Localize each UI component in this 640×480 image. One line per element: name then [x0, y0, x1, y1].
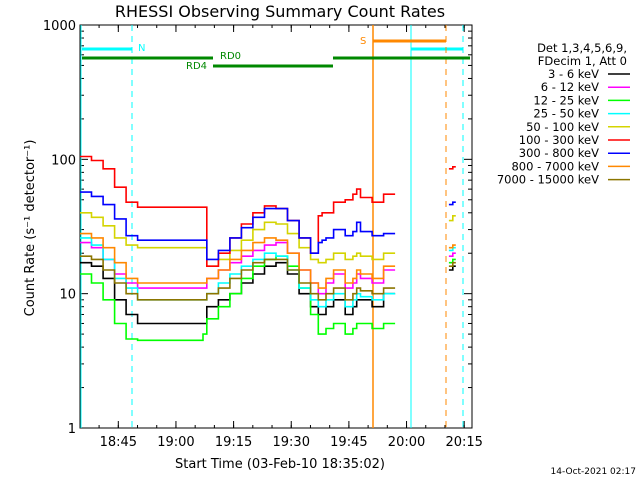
- chart-title: RHESSI Observing Summary Count Rates: [115, 2, 445, 21]
- legend-entry-label: 100 - 300 keV: [519, 133, 599, 147]
- plot-area: 18:45 19:00 19:15 19:30 19:45 20:00 20:15 1 10 10…: [43, 19, 483, 450]
- legend-header-line: FDecim 1, Att 0: [538, 54, 627, 68]
- legend-entry-label: 800 - 7000 keV: [511, 159, 599, 173]
- x-tick-label: 19:45: [330, 435, 367, 450]
- series-line-6: [80, 191, 456, 261]
- legend-header-line: Det 1,3,4,5,6,9,: [537, 41, 627, 55]
- x-tick-label: 19:30: [273, 435, 310, 450]
- y-tick-label: 100: [51, 153, 76, 168]
- x-tick-label: 18:45: [100, 435, 137, 450]
- y-tick-label: 1000: [43, 19, 76, 34]
- y-tick-label: 10: [59, 288, 76, 303]
- y-axis-label: Count Rate (s⁻¹ detector⁻¹): [23, 140, 38, 317]
- series-line-7: [80, 232, 456, 289]
- plot-frame: [79, 24, 473, 429]
- saa-flag-label: S: [360, 36, 366, 47]
- legend-entry-label: 6 - 12 keV: [541, 80, 599, 94]
- x-tick-label: 20:00: [388, 435, 425, 450]
- x-tick-label: 19:00: [157, 435, 194, 450]
- rd0-flag-label: RD0: [220, 51, 241, 62]
- series-line-4: [80, 212, 456, 267]
- series-line-1: [80, 241, 456, 295]
- legend: Det 1,3,4,5,6,9,FDecim 1, Att 03 - 6 keV…: [497, 41, 630, 187]
- series-line-2: [80, 255, 456, 342]
- series-line-3: [80, 237, 456, 308]
- legend-entry-label: 7000 - 15000 keV: [497, 173, 599, 187]
- rd4-flag-label: RD4: [186, 61, 207, 72]
- legend-entry-label: 25 - 50 keV: [533, 107, 599, 121]
- legend-entry-label: 12 - 25 keV: [533, 93, 599, 107]
- x-axis-label: Start Time (03-Feb-10 18:35:02): [175, 457, 385, 472]
- night-flag-label: N: [138, 43, 145, 54]
- legend-entry-label: 50 - 100 keV: [526, 120, 599, 134]
- series-line-0: [80, 261, 456, 325]
- legend-entry-label: 300 - 800 keV: [519, 146, 599, 160]
- legend-entry-label: 3 - 6 keV: [548, 67, 599, 81]
- series-line-8: [80, 255, 456, 301]
- footer-date: 14-Oct-2021 02:17: [551, 467, 636, 477]
- y-tick-label: 1: [68, 422, 76, 437]
- x-tick-label: 19:15: [215, 435, 252, 450]
- x-tick-label: 20:15: [445, 435, 482, 450]
- series-line-5: [80, 155, 456, 267]
